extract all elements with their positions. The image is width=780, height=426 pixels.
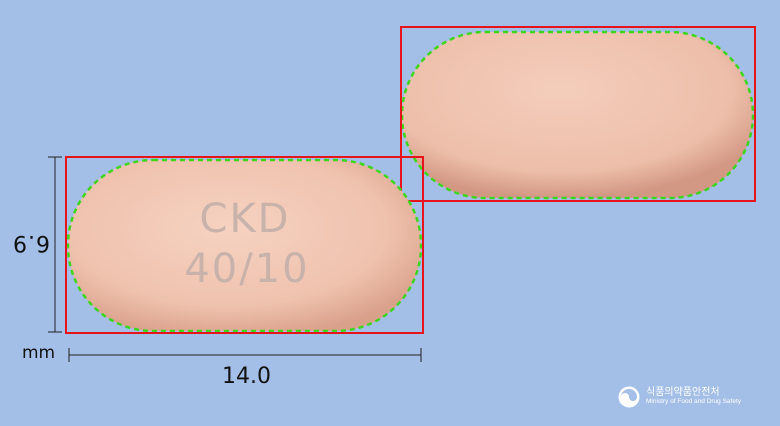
pill-back-body (402, 32, 753, 198)
pill-imprint-line1: CKD (200, 196, 291, 242)
pill-back (400, 26, 756, 202)
height-dimension-line (48, 156, 62, 333)
pill-front-contour (66, 158, 423, 333)
pill-front-body (68, 160, 421, 331)
pill-front: CKD 40/10 (65, 156, 424, 334)
mfds-emblem-icon (618, 386, 640, 408)
mfds-logo: 식품의약품안전처 Ministry of Food and Drug Safet… (618, 386, 741, 408)
logo-english-name: Ministry of Food and Drug Safety (646, 397, 742, 405)
width-dimension-line (68, 348, 422, 362)
width-value-label: 14.0 (222, 364, 271, 389)
unit-label: mm (22, 343, 56, 363)
logo-korean-name: 식품의약품안전처 (646, 387, 720, 399)
height-value-label: 6.9 (12, 230, 50, 255)
pill-imprint-line2: 40/10 (184, 246, 309, 292)
pill-front-bbox (65, 156, 424, 334)
pill-back-bbox (400, 26, 756, 202)
